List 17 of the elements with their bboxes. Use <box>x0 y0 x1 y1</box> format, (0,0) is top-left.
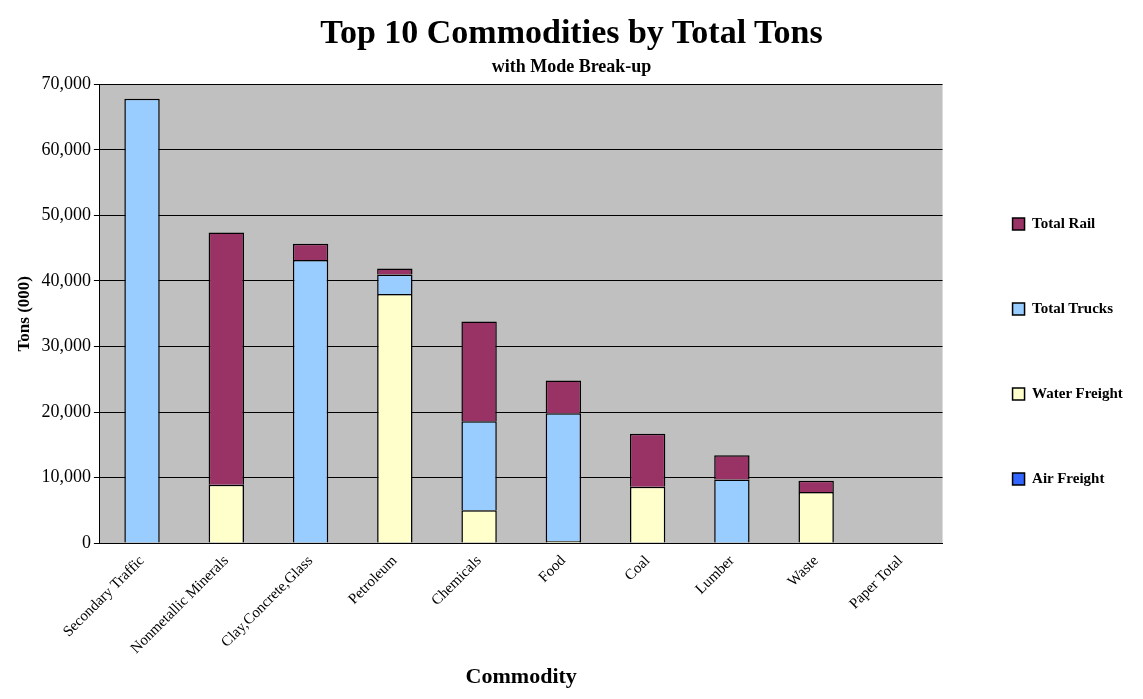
chart-subtitle: with Mode Break-up <box>491 56 652 77</box>
y-tick-label: 60,000 <box>41 138 91 159</box>
x-tick-label: Coal <box>621 552 653 584</box>
y-tick-label: 70,000 <box>41 73 91 94</box>
legend-label: Water Freight <box>1032 384 1123 401</box>
y-axis-title: Tons (000) <box>13 276 33 352</box>
legend-label: Total Rail <box>1032 214 1096 231</box>
y-tick-label: 0 <box>81 531 91 552</box>
y-tick-label: 10,000 <box>41 466 91 487</box>
y-tick-label: 20,000 <box>41 400 91 421</box>
y-tick-label: 50,000 <box>41 204 91 225</box>
y-tick-label: 40,000 <box>41 269 91 290</box>
chart-title: Top 10 Commodities by Total Tons <box>320 13 823 51</box>
legend-label: Total Trucks <box>1032 299 1114 316</box>
legend-label: Air Freight <box>1032 469 1105 486</box>
x-axis-title: Commodity <box>465 663 577 689</box>
y-tick-label: 30,000 <box>41 335 91 356</box>
